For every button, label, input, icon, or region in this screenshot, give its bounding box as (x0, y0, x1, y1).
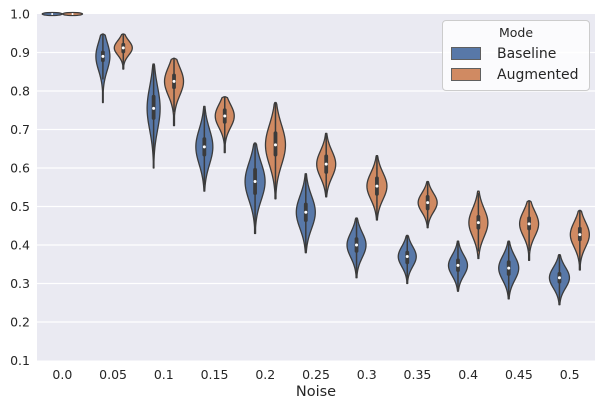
legend-label-baseline: Baseline (497, 45, 557, 62)
median-dot (578, 233, 582, 237)
median-dot (507, 266, 511, 270)
x-tick-label: 0.1 (154, 367, 174, 382)
x-tick-label: 0.2 (255, 367, 275, 382)
median-dot (324, 162, 328, 166)
y-tick-label: 0.3 (10, 276, 30, 291)
median-dot (152, 106, 156, 110)
x-tick-label: 0.0 (52, 367, 72, 382)
legend-entry-augmented: Augmented (451, 64, 581, 85)
median-dot (71, 13, 74, 15)
y-tick-label: 0.8 (10, 84, 30, 99)
median-dot (375, 184, 379, 188)
legend: Mode Baseline Augmented (442, 20, 590, 91)
legend-entry-baseline: Baseline (451, 43, 581, 64)
median-dot (223, 114, 227, 118)
x-tick-label: 0.5 (560, 367, 580, 382)
median-dot (121, 46, 125, 50)
median-dot (527, 222, 531, 226)
y-tick-label: 0.5 (10, 199, 30, 214)
x-tick-label: 0.4 (458, 367, 478, 382)
median-dot (273, 143, 277, 147)
x-axis-label: Noise (295, 384, 337, 400)
y-tick-label: 0.9 (10, 45, 30, 60)
legend-swatch-augmented-icon (451, 68, 481, 81)
median-dot (355, 243, 359, 247)
y-tick-label: 0.2 (10, 315, 30, 330)
median-dot (172, 79, 176, 83)
y-tick-label: 0.4 (10, 238, 30, 253)
x-tick-label: 0.45 (505, 367, 533, 382)
x-tick-label: 0.35 (404, 367, 432, 382)
median-dot (304, 210, 308, 214)
median-dot (476, 221, 480, 225)
median-dot (405, 255, 409, 259)
y-tick-label: 0.1 (10, 353, 30, 368)
median-dot (51, 13, 54, 15)
median-dot (202, 145, 206, 149)
x-tick-label: 0.25 (302, 367, 330, 382)
median-dot (253, 179, 257, 183)
median-dot (101, 54, 105, 58)
median-dot (426, 201, 430, 205)
x-tick-label: 0.15 (201, 367, 229, 382)
legend-label-augmented: Augmented (497, 66, 579, 83)
y-tick-label: 0.7 (10, 122, 30, 137)
legend-title: Mode (498, 25, 534, 40)
y-tick-label: 0.6 (10, 161, 30, 176)
x-tick-label: 0.3 (357, 367, 377, 382)
median-dot (456, 263, 460, 267)
legend-swatch-baseline-icon (451, 47, 481, 60)
y-tick-label: 1.0 (10, 7, 30, 22)
x-tick-label: 0.05 (99, 367, 127, 382)
median-dot (557, 276, 561, 280)
